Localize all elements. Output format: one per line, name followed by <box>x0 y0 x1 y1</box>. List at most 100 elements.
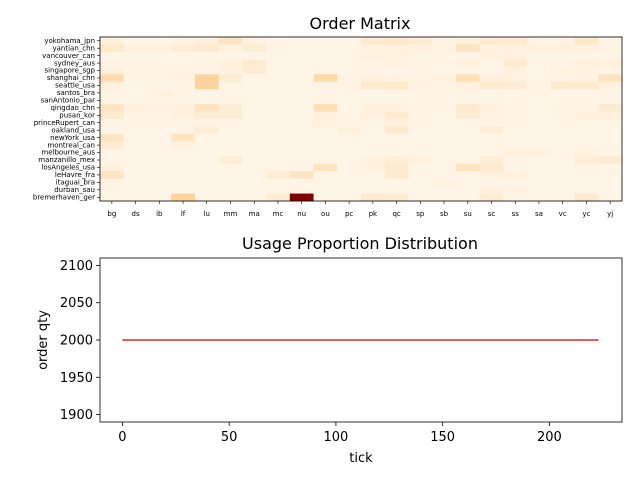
heatmap-row-label: durban_sau <box>54 186 95 194</box>
heatmap-cell <box>408 156 433 165</box>
heatmap-cell <box>218 111 243 120</box>
heatmap-column-label: ib <box>156 210 163 218</box>
heatmap-cell <box>432 104 457 112</box>
heatmap-cell <box>171 156 196 165</box>
heatmap-cell <box>100 178 125 187</box>
heatmap-cell <box>574 193 599 202</box>
heatmap-cell <box>455 141 480 150</box>
heatmap-cell <box>598 156 623 165</box>
heatmap-column-label: lf <box>181 210 186 218</box>
heatmap-cell <box>313 37 338 45</box>
heatmap-row-label: bremerhaven_ger <box>33 193 95 201</box>
heatmap-cell <box>574 126 599 135</box>
heatmap-cell <box>550 178 575 187</box>
heatmap-cell <box>408 59 433 68</box>
heatmap-cell <box>194 186 219 194</box>
heatmap-cell <box>266 148 291 157</box>
heatmap-cell <box>574 96 599 105</box>
heatmap-cell <box>218 37 243 45</box>
heatmap-cell <box>337 104 362 112</box>
heatmap-row-label: yantian_chn <box>52 44 95 52</box>
heatmap-cell <box>432 148 457 157</box>
heatmap-cell <box>384 186 409 194</box>
heatmap-cell <box>313 178 338 187</box>
heatmap-cell <box>384 96 409 105</box>
heatmap-cell <box>337 156 362 165</box>
heatmap-cell <box>361 37 386 45</box>
heatmap-cell <box>384 178 409 187</box>
heatmap-cell <box>337 81 362 90</box>
heatmap-cell <box>218 74 243 83</box>
heatmap-cell <box>527 163 552 172</box>
heatmap-cell <box>598 186 623 194</box>
heatmap-cell <box>100 59 125 68</box>
heatmap-cell <box>574 89 599 97</box>
heatmap-cell <box>289 178 314 187</box>
heatmap-cell <box>598 178 623 187</box>
heatmap-cell <box>503 119 528 127</box>
heatmap-cell <box>123 44 148 53</box>
heatmap-cell <box>194 171 219 179</box>
heatmap-cell <box>455 96 480 105</box>
heatmap-cell <box>147 133 172 142</box>
heatmap-cell <box>171 126 196 135</box>
heatmap-cell <box>574 141 599 150</box>
heatmap-cell <box>432 44 457 53</box>
heatmap-cell <box>337 193 362 202</box>
heatmap-cell <box>527 119 552 127</box>
heatmap-cell <box>266 156 291 165</box>
heatmap-cell <box>194 89 219 97</box>
heatmap-cell <box>408 193 433 202</box>
heatmap-cell <box>550 163 575 172</box>
heatmap-cells <box>100 37 623 202</box>
heatmap-cell <box>361 51 386 60</box>
heatmap-cell <box>337 133 362 142</box>
heatmap-column-label: mc <box>273 210 284 218</box>
heatmap-cell <box>337 171 362 179</box>
heatmap-cell <box>384 141 409 150</box>
heatmap-cell <box>147 59 172 68</box>
heatmap-cell <box>361 178 386 187</box>
heatmap-cell <box>432 89 457 97</box>
heatmap-cell <box>527 171 552 179</box>
heatmap-cell <box>598 171 623 179</box>
heatmap-cell <box>384 104 409 112</box>
heatmap-cell <box>479 133 504 142</box>
heatmap-cell <box>432 74 457 83</box>
heatmap-cell <box>550 74 575 83</box>
heatmap-column-label: sc <box>488 210 496 218</box>
heatmap-cell <box>550 37 575 45</box>
heatmap-cell <box>479 178 504 187</box>
heatmap-cell <box>337 66 362 75</box>
heatmap-cell <box>361 59 386 68</box>
heatmap-cell <box>147 96 172 105</box>
heatmap-cell <box>266 96 291 105</box>
heatmap-cell <box>100 186 125 194</box>
heatmap-cell <box>479 141 504 150</box>
heatmap-cell <box>432 81 457 90</box>
heatmap-cell <box>242 163 267 172</box>
heatmap-cell <box>527 111 552 120</box>
heatmap-cell <box>266 66 291 75</box>
heatmap-cell <box>289 74 314 83</box>
heatmap-cell <box>408 141 433 150</box>
heatmap-cell <box>550 119 575 127</box>
heatmap-column-label: ou <box>321 210 330 218</box>
heatmap-cell <box>337 51 362 60</box>
heatmap-row-label: sydney_aus <box>54 59 95 67</box>
heatmap-cell <box>361 156 386 165</box>
heatmap-cell <box>171 81 196 90</box>
heatmap-cell <box>361 171 386 179</box>
heatmap-cell <box>408 66 433 75</box>
heatmap-cell <box>313 163 338 172</box>
heatmap-cell <box>455 81 480 90</box>
heatmap-cell <box>384 59 409 68</box>
heatmap-cell <box>289 186 314 194</box>
heatmap-cell <box>123 163 148 172</box>
heatmap-cell <box>147 51 172 60</box>
heatmap-cell <box>194 141 219 150</box>
heatmap-cell <box>123 37 148 45</box>
heatmap-cell <box>100 148 125 157</box>
heatmap-cell <box>598 74 623 83</box>
heatmap-cell <box>242 74 267 83</box>
